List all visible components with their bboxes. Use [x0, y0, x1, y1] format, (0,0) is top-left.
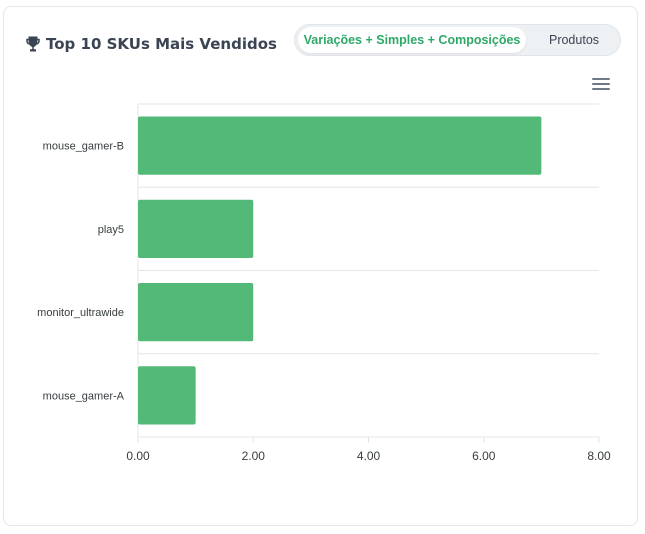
- hamburger-menu-icon[interactable]: [592, 78, 610, 94]
- x-tick-label: 0.00: [126, 449, 150, 463]
- x-tick-label: 2.00: [242, 449, 266, 463]
- card-header: Top 10 SKUs Mais Vendidos: [24, 35, 277, 53]
- bar: [138, 199, 254, 259]
- x-tick-label: 6.00: [472, 449, 496, 463]
- toggle-variacoes-option[interactable]: Variações + Simples + Composições: [298, 27, 526, 53]
- x-tick-label: 8.00: [587, 449, 611, 463]
- toggle-produtos-option[interactable]: Produtos: [548, 33, 600, 47]
- y-tick-label: play5: [98, 224, 124, 236]
- x-tick-label: 4.00: [357, 449, 381, 463]
- y-tick-label: mouse_gamer-B: [43, 141, 124, 153]
- bar: [138, 366, 196, 425]
- chart-card: Top 10 SKUs Mais Vendidos Variações + Si…: [3, 6, 638, 526]
- card-title: Top 10 SKUs Mais Vendidos: [46, 35, 277, 53]
- y-tick-label: monitor_ultrawide: [37, 307, 124, 319]
- y-tick-label: mouse_gamer-A: [43, 390, 125, 402]
- bar: [138, 116, 542, 175]
- view-toggle: Variações + Simples + Composições Produt…: [294, 24, 621, 56]
- bar: [138, 282, 254, 342]
- trophy-icon: [26, 36, 40, 52]
